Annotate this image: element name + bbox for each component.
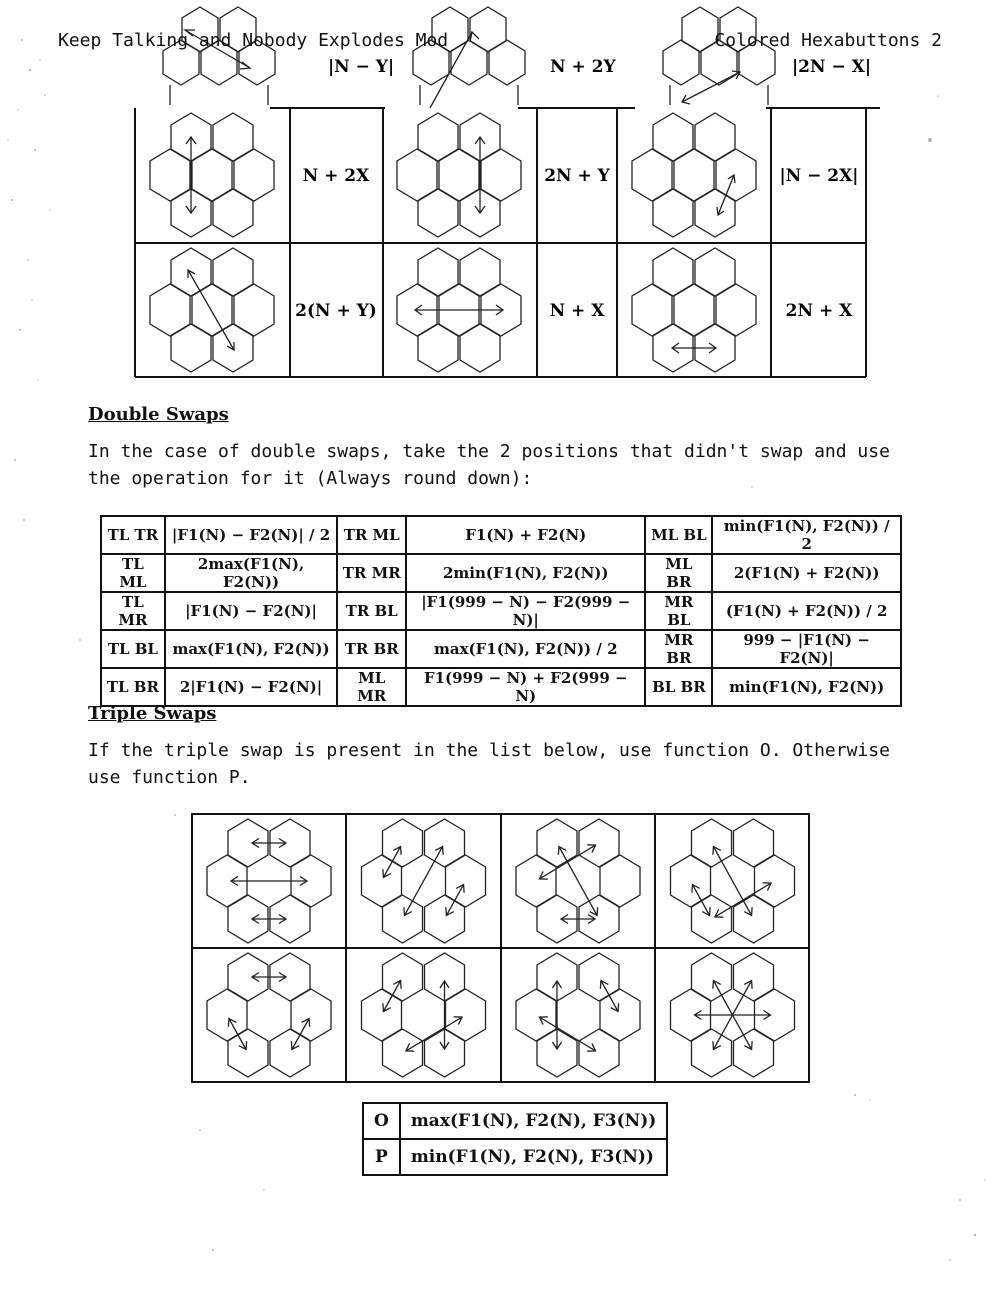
hex-diagram-cropped-1: [162, 6, 276, 105]
triple-swap-diagram: [669, 818, 796, 944]
operation-cell: min(F1(N), F2(N)) / 2: [711, 515, 902, 555]
triple-swap-diagram: [360, 818, 487, 944]
swap-pair-cell: TL BR: [100, 667, 166, 707]
double-swap-row: TL ML 2max(F1(N), F2(N)) TR MR 2min(F1(N), …: [100, 553, 902, 593]
formula-top-3: |2N − X|: [792, 57, 871, 77]
formula-tr-br: 2N + Y: [544, 166, 610, 186]
function-formula: max(F1(N), F2(N), F3(N)): [398, 1102, 669, 1140]
swap-arrows: [691, 845, 773, 918]
hex-diagram-cropped-2: [412, 6, 526, 109]
hex-diagram-ml-mr: [396, 247, 522, 373]
operation-cell: 2|F1(N) − F2(N)|: [163, 667, 339, 707]
operation-cell: (F1(N) + F2(N)) / 2: [711, 591, 902, 631]
hex-diagram-tl-br: [149, 247, 275, 373]
header-module-name: Colored Hexabuttons 2: [714, 30, 942, 51]
operation-cell: min(F1(N), F2(N)): [711, 667, 902, 707]
operation-cell: 2max(F1(N), F2(N)): [163, 553, 339, 593]
formula-top-1: |N − Y|: [328, 57, 394, 77]
hex-diagram-mr-br: [631, 112, 757, 238]
triple-swap-diagram: [515, 952, 641, 1078]
single-swap-table: N + 2X 2N + Y |N − 2X| 2(N + Y) N + X 2N…: [134, 108, 867, 378]
operation-cell: F1(N) + F2(N): [405, 515, 647, 555]
swap-pair-cell: ML BL: [644, 515, 714, 555]
swap-arrows: [382, 845, 465, 917]
hex-diagram-tr-br: [396, 112, 522, 238]
triple-swap-diagram: [669, 952, 796, 1078]
swap-pair-cell: ML MR: [336, 667, 408, 707]
function-name: P: [362, 1138, 401, 1176]
swap-pair-cell: MR BR: [644, 629, 714, 669]
swap-arrows: [538, 979, 620, 1052]
function-formula: min(F1(N), F2(N), F3(N)): [398, 1138, 669, 1176]
swap-pair-cell: TR ML: [336, 515, 408, 555]
operation-cell: |F1(N) − F2(N)|: [163, 591, 339, 631]
triple-swap-diagram: [360, 952, 487, 1078]
double-swaps-text: In the case of double swaps, take the 2 …: [88, 441, 890, 489]
triple-swaps-grid: [191, 813, 810, 1083]
header-mod-title: Keep Talking and Nobody Explodes Mod: [58, 30, 449, 51]
double-swaps-table: TL TR |F1(N) − F2(N)| / 2 TR ML F1(N) + F2(…: [100, 515, 902, 707]
swap-arrows: [227, 971, 311, 1051]
formula-bl-br: 2N + X: [786, 301, 853, 321]
double-swaps-heading: Double Swaps: [88, 404, 229, 425]
hex-diagram-tl-bl: [149, 112, 275, 238]
double-swap-row: TL MR |F1(N) − F2(N)| TR BL |F1(999 − N) − …: [100, 591, 902, 631]
swap-pair-cell: TR BR: [336, 629, 408, 669]
double-swap-row: TL BR 2|F1(N) − F2(N)| ML MR F1(999 − N) + …: [100, 667, 902, 707]
hex-diagram-cropped-3: [662, 6, 776, 105]
triple-swaps-text: If the triple swap is present in the lis…: [88, 740, 890, 788]
operation-cell: F1(999 − N) + F2(999 − N): [405, 667, 647, 707]
formula-ml-mr: N + X: [550, 301, 606, 321]
function-name: O: [362, 1102, 401, 1140]
triple-swap-diagram: [206, 818, 332, 944]
swap-pair-cell: ML BR: [644, 553, 714, 593]
operation-cell: 2(F1(N) + F2(N)): [711, 553, 902, 593]
swap-pair-cell: TL MR: [100, 591, 166, 631]
swap-pair-cell: MR BL: [644, 591, 714, 631]
hex-diagram-bl-br: [631, 247, 757, 373]
swap-pair-cell: BL BR: [644, 667, 714, 707]
swap-pair-cell: TL ML: [100, 553, 166, 593]
operation-cell: |F1(999 − N) − F2(999 − N)|: [405, 591, 647, 631]
formula-tl-bl: N + 2X: [303, 166, 370, 186]
triple-swap-diagram: [515, 818, 641, 944]
operation-cell: 2min(F1(N), F2(N)): [405, 553, 647, 593]
formula-mr-br: |N − 2X|: [779, 166, 858, 186]
triple-swaps-heading: Triple Swaps: [88, 703, 217, 724]
swap-arrows: [538, 844, 599, 925]
operation-cell: max(F1(N), F2(N)): [163, 629, 339, 669]
swap-pair-cell: TL BL: [100, 629, 166, 669]
swap-pair-cell: TR MR: [336, 553, 408, 593]
swap-pair-cell: TR BL: [336, 591, 408, 631]
swap-pair-cell: TL TR: [100, 515, 166, 555]
triple-swap-diagram: [206, 952, 332, 1078]
operation-cell: |F1(N) − F2(N)| / 2: [163, 515, 339, 555]
double-swap-row: TL BL max(F1(N), F2(N)) TR BR max(F1(N), F2…: [100, 629, 902, 669]
formula-top-2: N + 2Y: [550, 57, 616, 77]
operation-cell: 999 − |F1(N) − F2(N)|: [711, 629, 902, 669]
double-swap-row: TL TR |F1(N) − F2(N)| / 2 TR ML F1(N) + F2(…: [100, 515, 902, 555]
swap-arrows: [693, 979, 772, 1051]
swap-arrows: [229, 837, 309, 925]
operation-cell: max(F1(N), F2(N)) / 2: [405, 629, 647, 669]
formula-tl-br: 2(N + Y): [295, 301, 377, 321]
swap-arrows: [382, 979, 464, 1052]
top-row-partial: |N − Y| N + 2Y |2N − X|: [162, 6, 880, 109]
